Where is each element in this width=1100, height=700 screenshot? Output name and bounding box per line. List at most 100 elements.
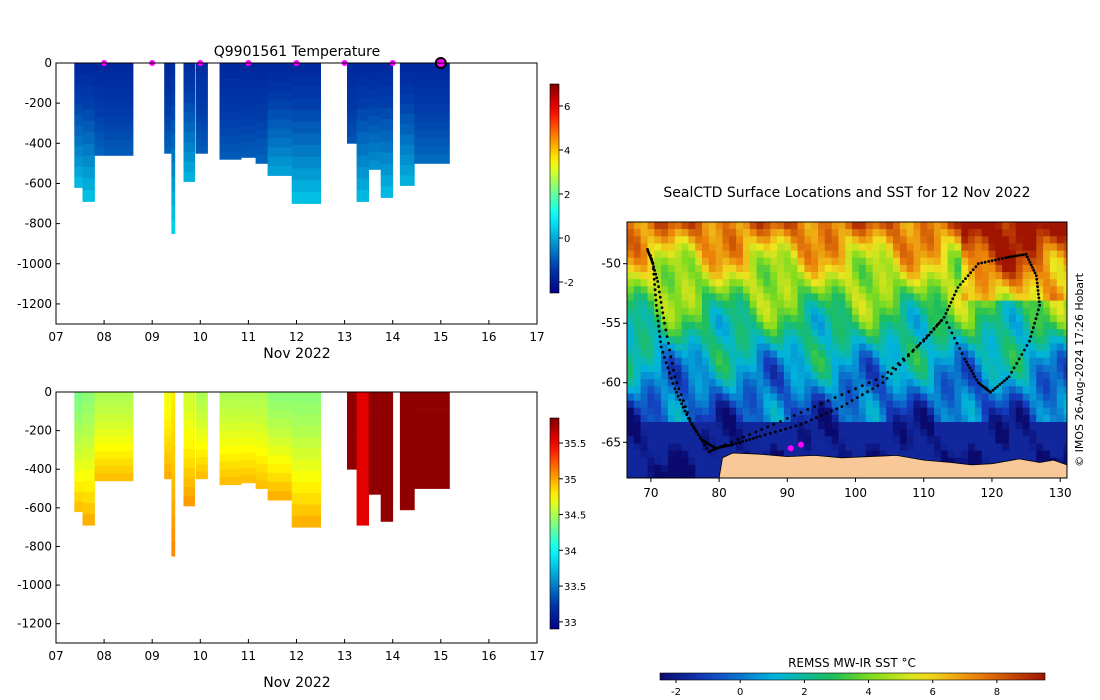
sst-cell: [893, 400, 901, 409]
sst-cell: [702, 329, 710, 337]
profile-cell: [82, 86, 95, 98]
sst-cell: [756, 322, 764, 330]
sst-cell: [743, 257, 751, 266]
sst-cell: [770, 436, 778, 444]
profile-cell: [183, 392, 195, 402]
profile-cell: [183, 439, 195, 450]
profile-cell: [74, 104, 83, 116]
sst-cell: [743, 393, 751, 402]
sst-cell: [852, 307, 860, 316]
sst-cell: [1015, 222, 1024, 230]
salinity-x-label: Nov 2022: [263, 675, 330, 691]
sst-cell: [743, 364, 751, 373]
seal-surface-locations: [787, 441, 804, 452]
sst-cell: [702, 264, 710, 273]
sst-cell: [995, 407, 1003, 416]
sst-cell: [695, 314, 703, 323]
profile-cell: [356, 120, 369, 133]
sst-cell: [702, 386, 710, 394]
sst-cell: [736, 364, 744, 373]
sst-cell: [899, 436, 908, 444]
profile-cell: [291, 504, 321, 517]
sst-cell: [627, 450, 635, 459]
sst-cell: [858, 443, 867, 452]
profile-cell: [347, 398, 357, 406]
sst-cell: [845, 272, 853, 280]
sst-cell: [947, 422, 955, 430]
sst-cell: [831, 329, 839, 337]
sst-cell: [1049, 386, 1058, 394]
sst-cell: [667, 264, 676, 273]
sst-cell: [940, 386, 949, 394]
sst-cell: [1036, 322, 1044, 330]
sst-cell: [702, 336, 710, 344]
sst-cell: [654, 286, 662, 294]
profile-column: [399, 63, 415, 186]
track-point: [1007, 375, 1011, 379]
sst-cell: [886, 443, 894, 452]
sst-cell: [797, 429, 805, 437]
sst-cell: [736, 314, 744, 323]
profile-cell: [368, 98, 382, 108]
sst-cell: [954, 414, 962, 423]
track-point: [840, 405, 844, 408]
sst-cell: [736, 264, 744, 273]
profile-cell: [267, 473, 293, 483]
sst-cell: [783, 322, 792, 330]
sst-cell: [974, 400, 983, 409]
sst-cell: [756, 293, 764, 301]
profile-cell: [399, 460, 415, 471]
sst-cell: [743, 300, 751, 309]
sst-cell: [783, 393, 792, 402]
profile-cell: [347, 404, 357, 412]
sst-cell: [968, 286, 976, 294]
profile-cell: [255, 88, 268, 97]
sst-cell: [743, 443, 751, 452]
sst-cell: [913, 407, 921, 416]
lat-tick-label: -50: [601, 257, 621, 271]
sst-cell: [661, 257, 669, 266]
profile-cell: [164, 123, 172, 132]
sst-cell: [715, 229, 723, 237]
profile-cell: [291, 392, 321, 404]
profile-cell: [183, 132, 195, 143]
sst-cell: [743, 429, 751, 437]
profile-cell: [255, 71, 268, 81]
sst-cell: [961, 457, 969, 466]
profile-cell: [356, 514, 369, 526]
sst-cell: [633, 386, 642, 394]
track-point: [675, 391, 678, 394]
sst-cell: [872, 343, 880, 352]
sst-cell: [934, 286, 942, 294]
sst-cell: [981, 407, 989, 416]
sst-cell: [763, 379, 771, 387]
sst-cell: [756, 264, 764, 273]
sst-cell: [674, 350, 683, 359]
sst-cell: [920, 222, 928, 230]
profile-cell: [241, 78, 256, 87]
temperature-x-ticks: 07 08 09 10 11 12 13 14 15 16 17: [48, 320, 545, 344]
sst-cell: [783, 429, 792, 437]
sst-cell: [954, 364, 962, 373]
sst-cell: [893, 407, 901, 416]
sst-cell: [674, 250, 683, 259]
sst-cell: [974, 300, 983, 309]
profile-cell: [368, 80, 382, 90]
track-point: [969, 271, 972, 274]
sst-cell: [1056, 350, 1065, 359]
sst-cell: [838, 443, 846, 452]
sst-cell: [872, 257, 880, 266]
y-tick-label: -1200: [17, 617, 52, 631]
track-point: [679, 393, 683, 397]
sst-cell: [627, 329, 635, 337]
sst-cell: [1015, 322, 1024, 330]
sst-cell: [1015, 257, 1024, 266]
sst-cell: [654, 243, 662, 251]
sst-cell: [1036, 222, 1044, 230]
sst-cell: [818, 379, 826, 387]
sst-cell: [1056, 422, 1065, 430]
profile-column: [380, 392, 394, 522]
sst-cell: [797, 386, 805, 394]
profile-cell: [195, 442, 208, 451]
sst-cell: [722, 250, 730, 259]
